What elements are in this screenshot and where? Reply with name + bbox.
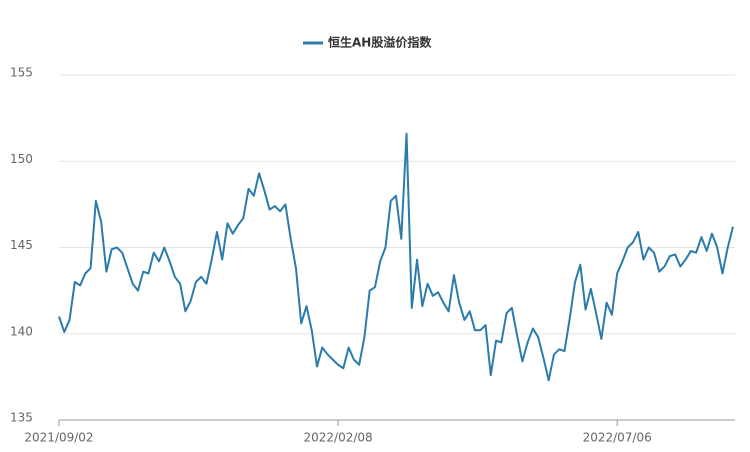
x-tick-label: 2021/09/02	[24, 431, 93, 445]
y-tick-label: 135	[10, 411, 33, 425]
y-tick-label: 155	[10, 66, 33, 80]
y-tick-label: 145	[10, 238, 33, 252]
series-line	[58, 132, 734, 382]
x-tick-label: 2022/02/08	[303, 431, 372, 445]
legend-label: 恒生AH股溢价指数	[328, 35, 432, 50]
x-tick-label: 2022/07/06	[583, 431, 652, 445]
y-tick-label: 150	[10, 152, 33, 166]
y-tick-label: 140	[10, 324, 33, 338]
